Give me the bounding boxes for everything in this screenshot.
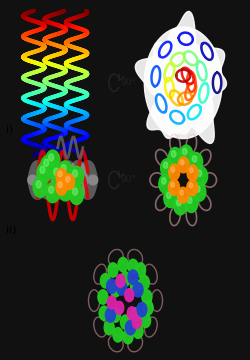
- Circle shape: [120, 315, 130, 329]
- Circle shape: [176, 199, 180, 206]
- Circle shape: [140, 313, 150, 328]
- Circle shape: [37, 163, 51, 183]
- Circle shape: [46, 183, 60, 203]
- Circle shape: [188, 183, 192, 188]
- Text: 90°: 90°: [120, 175, 136, 184]
- Circle shape: [192, 156, 196, 162]
- Circle shape: [160, 159, 173, 177]
- Circle shape: [105, 308, 115, 322]
- Circle shape: [128, 270, 138, 284]
- Circle shape: [50, 165, 64, 185]
- Circle shape: [72, 170, 77, 177]
- Circle shape: [135, 263, 145, 277]
- Circle shape: [110, 283, 120, 297]
- Circle shape: [116, 281, 126, 295]
- Circle shape: [61, 165, 66, 172]
- Circle shape: [180, 160, 183, 165]
- Circle shape: [114, 301, 123, 314]
- Circle shape: [58, 181, 72, 201]
- Circle shape: [124, 289, 133, 302]
- Circle shape: [120, 272, 130, 286]
- Circle shape: [136, 302, 146, 317]
- Circle shape: [99, 306, 109, 320]
- Circle shape: [104, 320, 114, 335]
- Circle shape: [54, 168, 59, 175]
- Circle shape: [112, 328, 122, 342]
- Bar: [18, 137, 108, 223]
- Circle shape: [189, 152, 202, 171]
- Circle shape: [122, 329, 132, 344]
- Circle shape: [48, 154, 54, 161]
- Text: i): i): [6, 124, 14, 134]
- Text: 90°: 90°: [120, 78, 136, 87]
- Circle shape: [36, 181, 41, 188]
- Circle shape: [139, 275, 149, 290]
- Circle shape: [196, 170, 201, 176]
- Circle shape: [72, 188, 77, 195]
- Polygon shape: [135, 12, 226, 143]
- Circle shape: [189, 168, 192, 173]
- Circle shape: [168, 179, 179, 195]
- Circle shape: [142, 301, 152, 315]
- Circle shape: [58, 161, 72, 181]
- Circle shape: [179, 190, 183, 195]
- Circle shape: [171, 151, 175, 157]
- Circle shape: [194, 167, 207, 185]
- Circle shape: [100, 274, 110, 288]
- Circle shape: [177, 187, 188, 203]
- Circle shape: [118, 257, 128, 272]
- Circle shape: [130, 308, 140, 322]
- Circle shape: [132, 324, 142, 338]
- Circle shape: [179, 145, 192, 164]
- Circle shape: [186, 180, 197, 196]
- Circle shape: [141, 290, 151, 304]
- Circle shape: [132, 283, 142, 297]
- Circle shape: [46, 150, 60, 170]
- Circle shape: [177, 157, 188, 173]
- Circle shape: [33, 177, 47, 197]
- Text: ii): ii): [6, 225, 17, 235]
- Circle shape: [58, 171, 62, 177]
- Circle shape: [58, 182, 62, 188]
- Circle shape: [110, 308, 120, 322]
- Circle shape: [98, 290, 108, 304]
- Circle shape: [40, 156, 54, 176]
- Circle shape: [173, 196, 186, 215]
- Circle shape: [125, 320, 135, 335]
- Circle shape: [128, 259, 138, 274]
- Circle shape: [56, 168, 67, 184]
- Circle shape: [69, 166, 83, 186]
- Circle shape: [166, 192, 170, 199]
- Circle shape: [61, 184, 66, 192]
- Circle shape: [56, 179, 67, 195]
- Circle shape: [69, 184, 83, 204]
- Circle shape: [116, 274, 124, 287]
- Circle shape: [158, 175, 171, 193]
- Circle shape: [163, 162, 167, 168]
- Circle shape: [40, 166, 45, 174]
- Circle shape: [192, 183, 205, 201]
- Circle shape: [144, 27, 221, 139]
- Circle shape: [182, 148, 186, 155]
- Circle shape: [168, 148, 181, 166]
- Circle shape: [130, 279, 140, 293]
- Circle shape: [170, 182, 174, 187]
- Circle shape: [170, 167, 174, 172]
- Circle shape: [44, 159, 49, 166]
- Circle shape: [195, 186, 199, 192]
- Circle shape: [161, 178, 166, 184]
- Circle shape: [184, 194, 197, 212]
- Circle shape: [168, 164, 179, 180]
- Circle shape: [127, 307, 136, 320]
- Circle shape: [48, 186, 54, 193]
- Circle shape: [107, 296, 116, 309]
- Circle shape: [132, 316, 141, 329]
- Circle shape: [106, 279, 116, 293]
- Circle shape: [63, 174, 74, 190]
- Circle shape: [66, 176, 70, 182]
- Circle shape: [108, 263, 118, 277]
- Circle shape: [163, 189, 176, 208]
- Circle shape: [187, 197, 191, 203]
- Circle shape: [186, 165, 197, 181]
